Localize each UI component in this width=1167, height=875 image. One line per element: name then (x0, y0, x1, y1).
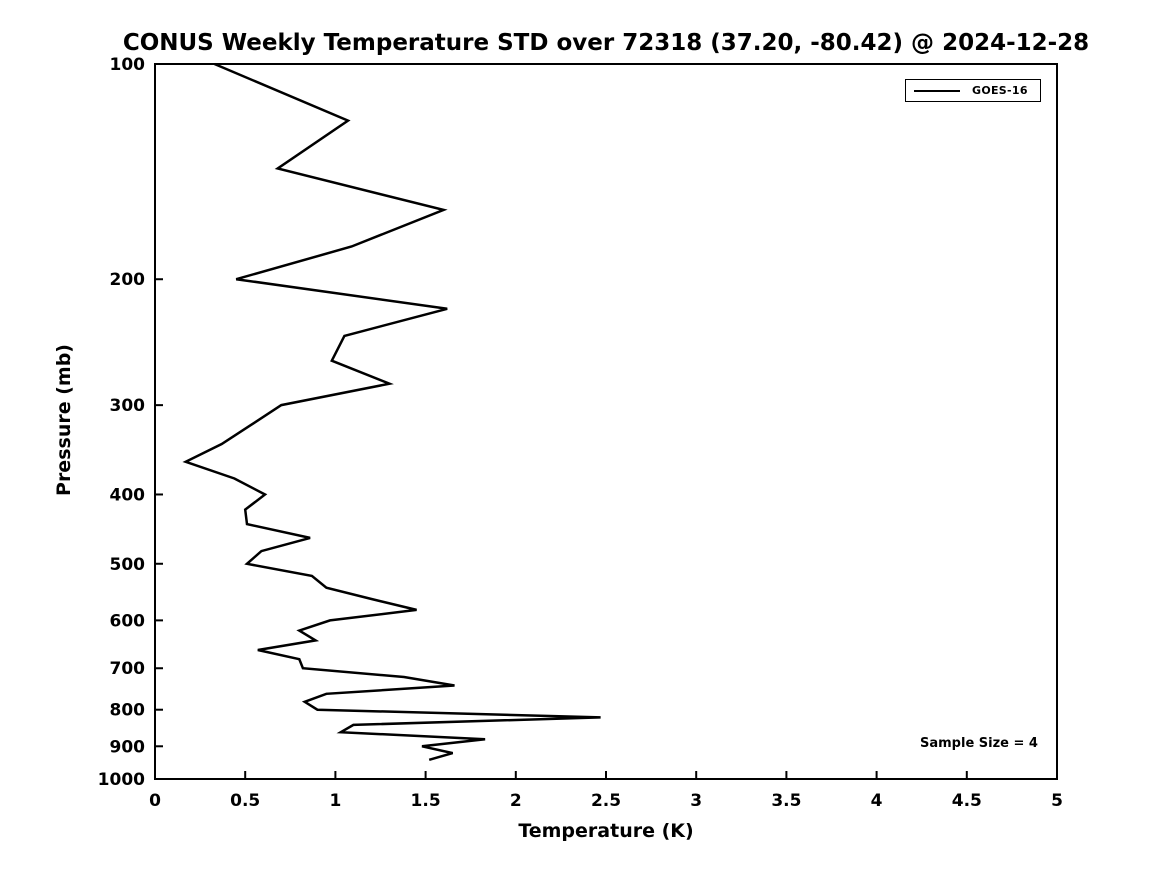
y-tick-label: 100 (110, 55, 146, 75)
y-tick-label: 700 (110, 659, 146, 679)
y-tick-label: 200 (110, 270, 146, 290)
x-tick-label: 1 (329, 791, 341, 811)
series-line-goes-16 (182, 62, 601, 762)
sample-size-annotation: Sample Size = 4 (920, 736, 1038, 751)
x-tick-label: 3.5 (771, 791, 801, 811)
legend: GOES-16 (905, 79, 1041, 102)
y-tick-label: 1000 (98, 770, 145, 790)
x-tick-label: 5 (1051, 791, 1063, 811)
x-axis-label: Temperature (K) (518, 820, 694, 842)
x-tick-label: 0 (149, 791, 161, 811)
y-tick-label: 600 (110, 611, 146, 631)
legend-line-sample (914, 89, 960, 92)
legend-label: GOES-16 (972, 84, 1028, 97)
y-tick-label: 500 (110, 555, 146, 575)
x-tick-label: 0.5 (230, 791, 260, 811)
y-tick-label: 900 (110, 737, 146, 757)
y-tick-label: 800 (110, 701, 146, 721)
x-tick-label: 2 (510, 791, 522, 811)
x-tick-label: 4 (871, 791, 883, 811)
chart-title: CONUS Weekly Temperature STD over 72318 … (122, 30, 1090, 56)
x-tick-label: 4.5 (952, 791, 982, 811)
y-tick-label: 400 (110, 485, 146, 505)
x-tick-label: 3 (690, 791, 702, 811)
x-tick-label: 1.5 (411, 791, 441, 811)
x-tick-label: 2.5 (591, 791, 621, 811)
y-tick-label: 300 (110, 396, 146, 416)
